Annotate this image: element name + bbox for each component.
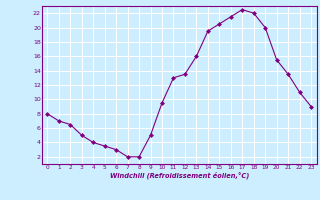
X-axis label: Windchill (Refroidissement éolien,°C): Windchill (Refroidissement éolien,°C) [109, 171, 249, 179]
